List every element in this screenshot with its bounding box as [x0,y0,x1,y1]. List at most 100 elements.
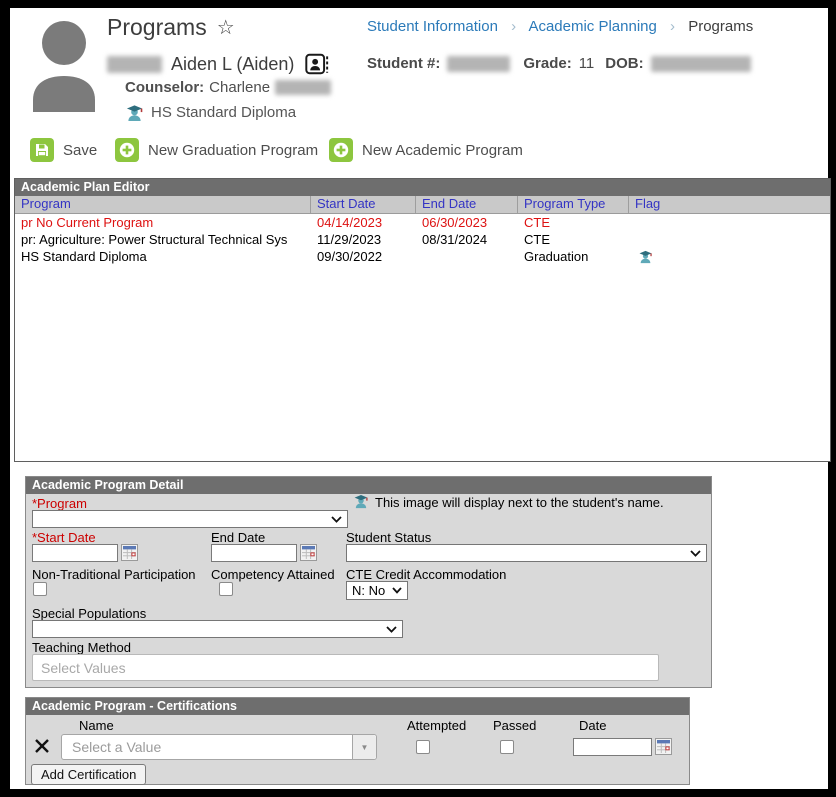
student-avatar [28,16,100,112]
counselor-row: Counselor: Charlene [125,79,332,96]
student-status-select[interactable] [346,544,707,562]
academic-plan-editor: Academic Plan Editor Program Start Date … [14,178,831,462]
academic-program-detail: Academic Program Detail *Program This im… [25,476,712,688]
student-summary: Student #: Grade: 11 DOB: [367,55,751,72]
passed-column-label: Passed [493,718,537,733]
competency-attained-label: Competency Attained [211,567,335,582]
dob-label: DOB: [605,55,644,72]
cell-program: pr No Current Program [21,215,154,230]
save-button[interactable]: Save [30,138,97,162]
cell-program: pr: Agriculture: Power Structural Techni… [21,232,288,247]
non-traditional-label: Non-Traditional Participation [32,567,196,582]
name-column-label: Name [79,718,114,733]
redacted-student-number [447,55,511,72]
cell-start-date: 04/14/2023 [317,215,383,230]
column-header-program-type[interactable]: Program Type [518,196,629,213]
breadcrumb-academic-planning[interactable]: Academic Planning [528,18,657,35]
date-column-label: Date [579,718,607,733]
cell-end-date: 08/31/2024 [422,232,488,247]
end-date-label: End Date [211,530,266,545]
column-header-program[interactable]: Program [15,196,311,213]
new-academic-program-button[interactable]: New Academic Program [329,138,523,162]
graduation-cap-icon [639,250,652,264]
student-status-label: Student Status [346,530,432,545]
counselor-label: Counselor: [125,79,205,96]
cell-start-date: 11/29/2023 [317,232,382,247]
page: Programs ☆ Student Information › Academi… [10,8,831,789]
chevron-down-icon [690,549,701,557]
cell-end-date [416,248,518,265]
favorite-star-icon[interactable]: ☆ [216,17,235,39]
cell-program: HS Standard Diploma [21,249,147,264]
cte-credit-label: CTE Credit Accommodation [346,567,507,582]
table-row[interactable]: HS Standard Diploma 09/30/2022 Graduatio… [15,248,830,265]
grade-label: Grade: [523,55,572,72]
breadcrumb-programs: Programs [688,18,754,35]
certification-name-placeholder: Select a Value [72,739,162,755]
new-graduation-program-label: New Graduation Program [148,141,319,159]
certifications-title: Academic Program - Certifications [26,698,689,715]
certification-date-input[interactable] [573,738,652,756]
cte-credit-value: N: No [352,583,386,598]
breadcrumb-separator: › [511,18,517,35]
plan-editor-column-header: Program Start Date End Date Program Type… [15,196,830,214]
cell-start-date: 09/30/2022 [317,249,383,264]
start-date-label: *Start Date [32,530,96,545]
add-certification-button[interactable]: Add Certification [31,764,147,785]
special-populations-label: Special Populations [32,606,147,621]
diploma-row: HS Standard Diploma [125,103,296,122]
column-header-flag[interactable]: Flag [635,196,661,211]
new-graduation-program-button[interactable]: New Graduation Program [115,138,318,162]
certifications-panel: Academic Program - Certifications Name A… [25,697,690,785]
cell-flag [629,214,830,231]
plus-icon [329,138,353,162]
graduation-cap-icon [354,494,368,509]
cell-program-type: Graduation [524,249,589,264]
cell-program-type: CTE [524,232,550,247]
program-select[interactable] [32,510,348,528]
breadcrumb-student-information[interactable]: Student Information [367,18,498,35]
calendar-icon[interactable] [121,544,138,561]
chevron-down-icon [386,625,397,633]
redacted-counselor-last-name [275,80,332,95]
combobox-arrow-icon[interactable]: ▼ [352,735,376,759]
attempted-column-label: Attempted [407,718,467,733]
plus-icon [115,138,139,162]
end-date-input[interactable] [211,544,297,562]
calendar-icon[interactable] [300,544,317,561]
chevron-down-icon [331,515,342,523]
student-name: Aiden L (Aiden) [171,53,295,74]
program-label: *Program [32,496,87,511]
redacted-last-name [107,55,162,73]
plan-editor-title: Academic Plan Editor [15,179,830,196]
cell-program-type: CTE [524,215,550,230]
delete-x-icon[interactable] [34,738,50,754]
save-label: Save [63,141,98,159]
cte-credit-select[interactable]: N: No [346,581,408,600]
special-populations-select[interactable] [32,620,403,638]
chevron-down-icon [392,587,402,594]
breadcrumb: Student Information › Academic Planning … [367,18,753,35]
cell-end-date: 06/30/2023 [422,215,488,230]
table-row[interactable]: pr No Current Program 04/14/2023 06/30/2… [15,214,830,231]
page-title: Programs [107,14,207,40]
calendar-icon[interactable] [655,738,672,755]
new-academic-program-label: New Academic Program [362,141,523,159]
non-traditional-checkbox[interactable] [33,582,47,596]
cell-flag [629,231,830,248]
passed-checkbox[interactable] [500,740,514,754]
table-row[interactable]: pr: Agriculture: Power Structural Techni… [15,231,830,248]
attempted-checkbox[interactable] [416,740,430,754]
teaching-method-input[interactable] [32,654,659,681]
counselor-name: Charlene [209,79,271,96]
contact-card-icon[interactable] [305,52,329,76]
cell-flag [629,248,830,265]
certification-name-combobox[interactable]: Select a Value ▼ [61,734,377,760]
diploma-text: HS Standard Diploma [151,104,297,121]
breadcrumb-separator: › [670,18,676,35]
column-header-end-date[interactable]: End Date [416,196,518,213]
student-number-label: Student #: [367,55,441,72]
competency-attained-checkbox[interactable] [219,582,233,596]
column-header-start-date[interactable]: Start Date [311,196,416,213]
start-date-input[interactable] [32,544,118,562]
